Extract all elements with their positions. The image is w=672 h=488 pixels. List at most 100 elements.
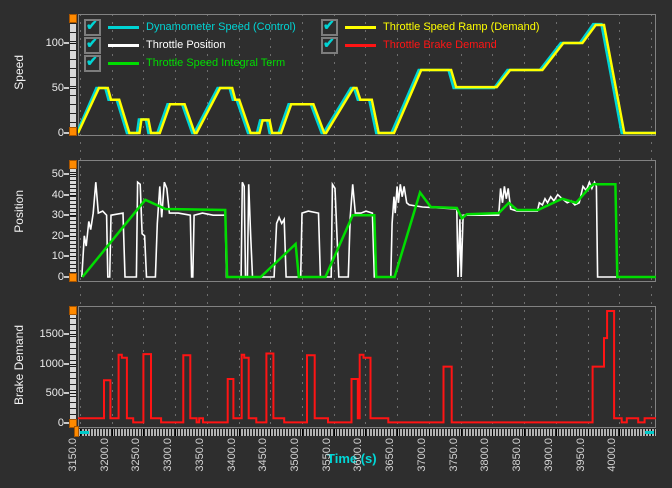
x-axis-tick-label: 3750.0 [447,438,460,472]
gridline-vertical [650,14,652,428]
axis-handle-top[interactable] [69,14,77,23]
axis-handle-top[interactable] [69,306,77,315]
x-axis-tick-label: 3600.0 [352,438,365,472]
x-axis-major-tick [270,429,272,436]
plot-area-position[interactable] [78,160,656,282]
legend-checkbox[interactable]: ✔ [321,16,338,36]
x-axis-tick-label: 3450.0 [257,438,270,472]
x-axis-tick-label: 3800.0 [479,438,492,472]
axis-handle-bottom[interactable] [69,127,77,136]
y-axis-ruler[interactable] [70,160,76,282]
gridline-vertical [460,14,462,428]
y-axis-major-tick [70,363,76,365]
y-axis-tick-stub [64,362,69,365]
gridline-vertical [555,14,557,428]
gridline-vertical [206,14,208,428]
legend-checkbox[interactable]: ✔ [84,34,101,54]
x-axis-tick-label: 3850.0 [511,438,523,472]
legend-checkbox[interactable]: ✔ [84,52,101,72]
x-scroll-handle-left[interactable] [80,431,89,434]
y-axis-tick-stub [64,422,69,424]
legend-label: Throttle Speed Integral Term [146,57,286,69]
x-axis-tick-label: 3550.0 [320,438,333,472]
y-axis-tick-label: 20 [51,229,64,242]
checkmark-icon: ✔ [86,34,98,51]
x-axis-tick-label: 3250.0 [130,438,143,472]
y-axis-tick-label: 0 [57,271,64,283]
y-axis-tick-stub [64,255,69,258]
x-axis-major-tick [175,429,177,436]
x-axis-tick-label: 3700.0 [415,438,428,472]
trace-canvas[interactable] [78,14,656,136]
gridline-vertical [111,14,113,428]
x-axis-tick-label: 3400.0 [225,438,238,472]
legend-checkbox[interactable]: ✔ [84,17,101,36]
checkmark-icon: ✔ [323,34,335,51]
y-axis-major-tick [70,256,76,258]
y-axis-tick-stub [64,332,69,335]
x-axis-major-tick [302,429,303,436]
gridline-vertical [270,14,272,428]
trace-throttle-speed-ramp-demand- [78,23,656,135]
legend-line-sample [345,43,376,47]
y-axis-tick-stub [64,42,69,44]
y-axis-major-tick [70,174,76,175]
trace-canvas[interactable] [78,160,656,282]
x-axis-major-tick [492,429,494,436]
axis-handle-top[interactable] [69,160,77,169]
x-axis-major-tick [365,429,367,436]
legend-item-left-0: ✔ Dynamometer Speed (Control) [84,17,296,36]
x-axis-major-tick [206,429,208,436]
y-axis-tick-label: 0 [57,417,64,429]
x-axis-tick-label: 3950.0 [574,438,587,472]
gridline-vertical [365,14,367,428]
trace-canvas[interactable] [78,306,656,428]
gridline-vertical [428,14,430,428]
y-axis-major-tick [70,393,76,395]
x-axis-major-tick [619,429,621,436]
gridline-vertical [143,14,145,428]
x-axis-major-tick [397,429,399,436]
x-axis-tick-label: 3300.0 [162,438,175,472]
gridline-vertical [397,14,399,428]
gridline-vertical [619,14,621,428]
y-axis-tick-stub [64,392,69,395]
legend-checkbox[interactable]: ✔ [321,34,338,54]
x-axis-tick-label: 3200.0 [98,438,111,472]
checkmark-icon: ✔ [86,52,98,69]
y-axis-tick-stub [64,214,69,217]
gridline-vertical [587,14,589,428]
y-axis-tick-label: 50 [51,82,64,94]
plot-area-brake-demand[interactable] [78,306,656,428]
y-axis-tick-stub [64,234,69,237]
x-axis-major-tick [524,429,525,436]
x-axis-major-tick [333,429,335,436]
axis-handle-bottom[interactable] [69,419,77,428]
x-scroll-handle-right[interactable] [645,431,654,434]
x-axis-major-tick [587,429,589,436]
x-axis-major-tick [111,429,113,436]
gridline-vertical [524,14,525,428]
legend-label: Throttle Speed Ramp (Demand) [383,21,540,33]
legend-line-sample [345,25,376,29]
y-axis-tick-label: 500 [45,387,64,400]
gridline-vertical [175,14,177,428]
x-axis-major-tick [238,429,240,436]
legend-item-right-0: ✔ Throttle Speed Ramp (Demand) [321,16,540,36]
legend-label: Dynamometer Speed (Control) [146,21,296,33]
axis-handle-bottom[interactable] [69,273,77,282]
x-axis-ruler[interactable] [78,429,656,436]
checkmark-icon: ✔ [323,16,335,33]
gridline-vertical [238,14,240,428]
legend-label: Throttle Brake Demand [383,39,497,51]
x-axis-tick-label: 4000.0 [606,438,619,472]
x-axis-handle-left[interactable] [74,426,79,437]
y-axis-tick-label: 100 [45,37,64,49]
legend-line-sample [108,25,139,29]
y-axis-ruler[interactable] [70,14,76,136]
plot-area-speed[interactable] [78,14,656,136]
y-axis-tick-label: 10 [51,250,64,263]
y-axis-ruler[interactable] [70,306,76,428]
legend-line-sample [108,61,139,65]
legend-item-left-2: ✔ Throttle Speed Integral Term [84,52,286,72]
